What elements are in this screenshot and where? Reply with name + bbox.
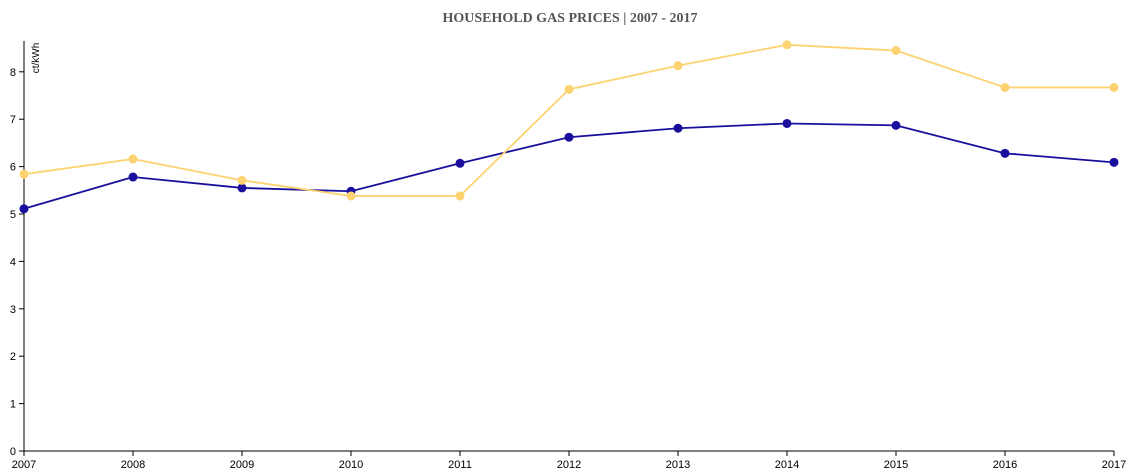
data-point [128,172,138,182]
chart-title: HOUSEHOLD GAS PRICES | 2007 - 2017 [442,11,697,26]
data-point [19,169,29,179]
data-point [237,183,247,193]
y-tick-label: 8 [10,67,16,79]
data-point [1000,82,1010,92]
data-point [891,45,901,55]
x-tick-label: 2012 [557,459,581,471]
y-tick-label: 1 [10,399,16,411]
x-tick-label: 2009 [230,459,254,471]
x-tick-label: 2007 [12,459,36,471]
data-point [564,84,574,94]
data-point [782,40,792,50]
x-tick-label: 2015 [884,459,908,471]
x-tick-label: 2017 [1102,459,1126,471]
data-point [673,123,683,133]
data-point [19,204,29,214]
y-tick-label: 6 [10,162,16,174]
y-tick-label: 0 [10,446,16,458]
data-point [346,191,356,201]
x-tick-label: 2008 [121,459,145,471]
data-point [1109,82,1119,92]
data-point [1000,148,1010,158]
y-tick-label: 7 [10,114,16,126]
x-tick-label: 2014 [775,459,799,471]
data-point [782,118,792,128]
x-tick-label: 2013 [666,459,690,471]
series-line [23,43,1114,197]
x-tick-label: 2016 [993,459,1017,471]
data-point [891,120,901,130]
data-point [455,191,465,201]
data-point [237,175,247,185]
data-point [1109,157,1119,167]
data-point [673,61,683,71]
data-point [564,132,574,142]
y-tick-label: 5 [10,209,16,221]
x-tick-label: 2010 [339,459,363,471]
y-tick-label: 2 [10,351,16,363]
x-tick-label: 2011 [448,459,472,471]
y-axis-label: ct/kWh [31,43,42,74]
data-point [128,154,138,164]
y-tick-label: 3 [10,304,16,316]
data-point [455,158,465,168]
y-tick-label: 4 [10,256,16,268]
